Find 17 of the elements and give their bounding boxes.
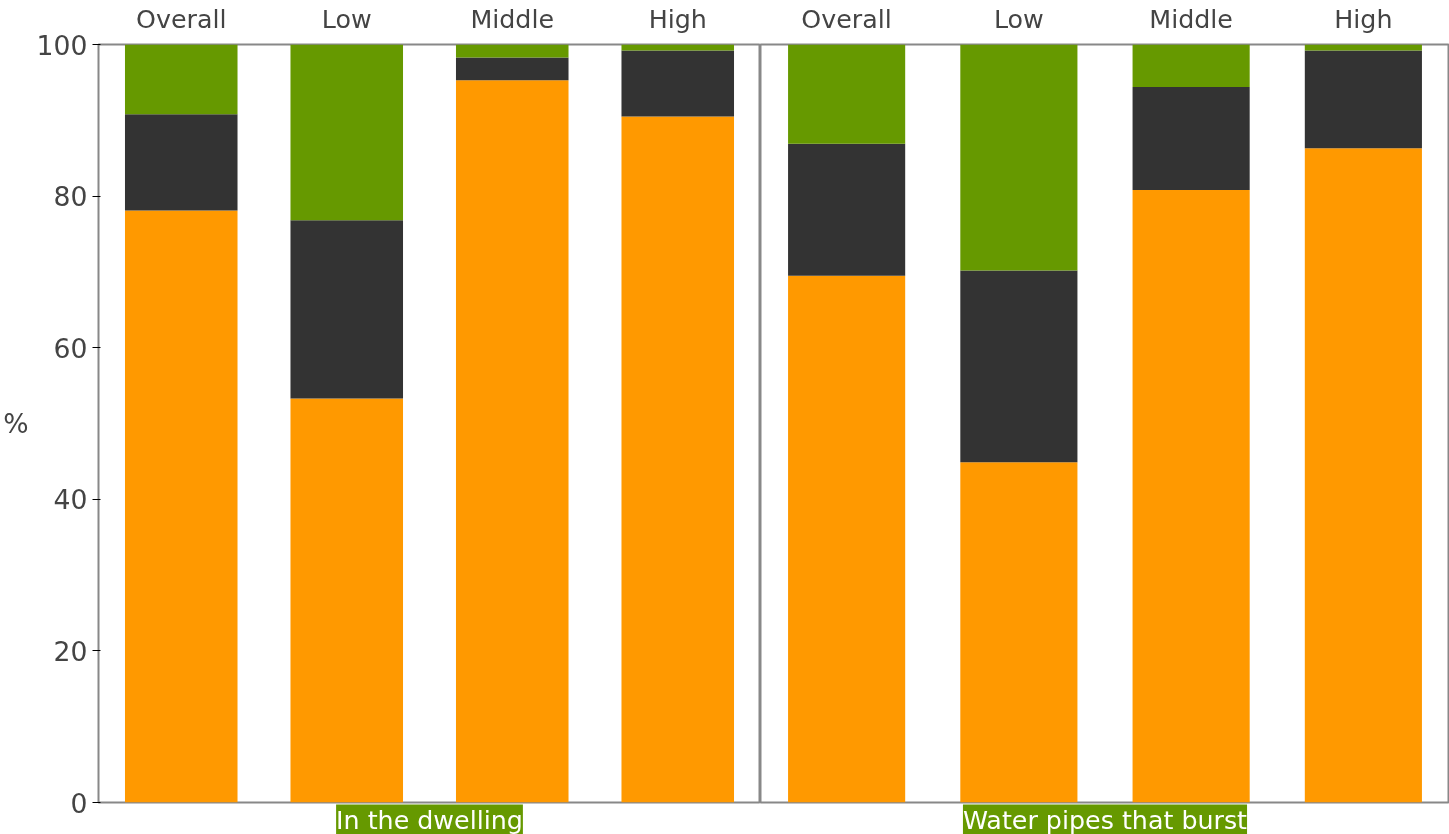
y-tick-label: 40 [53,484,88,516]
x-tick-label: High [648,3,707,34]
x-tick-label: Overall [135,3,227,34]
y-tick-label: 20 [53,635,88,667]
y-axis-title: % [3,408,29,439]
x-axis-title: Water pipes that burst [962,804,1248,834]
y-tick-label: 80 [53,181,88,213]
x-tick-label: Low [993,3,1044,34]
y-tick-label: 100 [36,29,88,61]
x-axis-title: In the dwelling [336,804,523,834]
x-tick-label: Low [321,3,372,34]
x-tick-label: Middle [1149,3,1233,34]
x-tick-label: High [1334,3,1393,34]
x-tick-label: Middle [470,3,555,34]
y-tick-label: 60 [53,332,88,364]
x-tick-label: Overall [801,3,892,34]
y-tick-label: 0 [70,787,88,819]
